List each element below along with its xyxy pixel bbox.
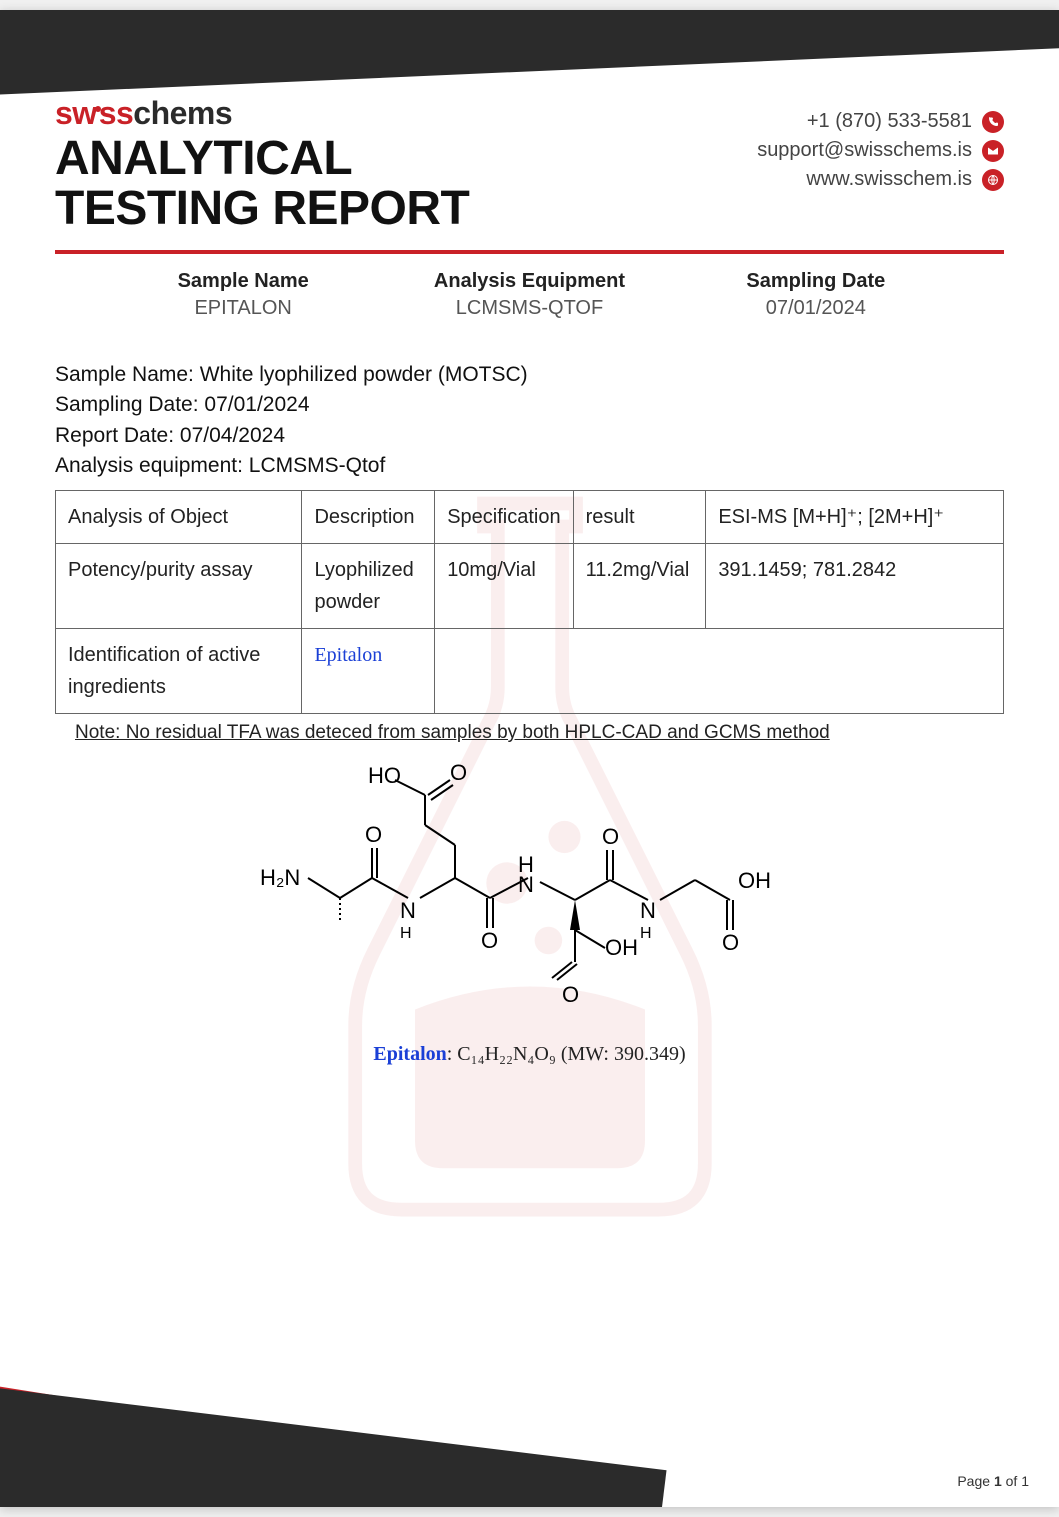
details-line2: Sampling Date: 07/01/2024 [55,390,1004,420]
summary-date-value: 07/01/2024 [673,297,959,320]
svg-text:O: O [365,822,382,847]
table-row: Identification of active ingredients Epi… [56,629,1004,714]
contact-web: www.swisschem.is [806,168,972,191]
page-prefix: Page [957,1473,994,1489]
svg-text:OH: OH [738,868,771,893]
tfa-note: Note: No residual TFA was deteced from s… [75,722,1004,744]
svg-text:N: N [518,872,534,897]
analysis-table: Analysis of Object Description Specifica… [55,490,1004,714]
summary-date: Sampling Date 07/01/2024 [673,270,959,320]
td-r1c3: 10mg/Vial [435,544,573,629]
td-r1c4: 11.2mg/Vial [573,544,706,629]
contact-phone-row: +1 (870) 533-5581 [757,110,1004,133]
formula-label: Epitalon: C₁₄H₂₂N₄O₉ (MW: 390.349) [250,1043,810,1066]
page-total: 1 [1021,1473,1029,1489]
th-object: Analysis of Object [56,491,302,544]
svg-text:N: N [400,898,416,923]
details-line3: Report Date: 07/04/2024 [55,421,1004,451]
brand-part2: ss [99,95,134,131]
summary-row: Sample Name EPITALON Analysis Equipment … [100,270,959,320]
td-r1c1: Potency/purity assay [56,544,302,629]
svg-text:O: O [450,760,467,785]
contact-block: +1 (870) 533-5581 support@swisschems.is … [757,110,1004,197]
td-r2c2-epitalon: Epitalon [302,629,435,714]
summary-sample-label: Sample Name [100,270,386,293]
svg-text:O: O [562,982,579,1007]
header-rule [55,250,1004,254]
structure-block: H₂N O N H HO O [250,750,810,1066]
td-r1c5: 391.1459; 781.2842 [706,544,1004,629]
td-r2c1: Identification of active ingredients [56,629,302,714]
analysis-table-wrap: Analysis of Object Description Specifica… [55,490,1004,744]
report-page: swsschems ANALYTICAL TESTING REPORT +1 (… [0,10,1059,1507]
formula-text: : C₁₄H₂₂N₄O₉ (MW: 390.349) [447,1043,686,1065]
page-number: Page 1 of 1 [957,1473,1029,1489]
th-description: Description [302,491,435,544]
th-result: result [573,491,706,544]
page-current: 1 [994,1473,1002,1489]
table-header-row: Analysis of Object Description Specifica… [56,491,1004,544]
summary-date-label: Sampling Date [673,270,959,293]
contact-web-row: www.swisschem.is [757,168,1004,191]
summary-equipment-label: Analysis Equipment [386,270,672,293]
summary-sample-value: EPITALON [100,297,386,320]
header-block: swsschems ANALYTICAL TESTING REPORT +1 (… [55,95,1004,235]
svg-text:H: H [640,925,652,942]
details-line1: Sample Name: White lyophilized powder (M… [55,360,1004,390]
summary-sample: Sample Name EPITALON [100,270,386,320]
svg-text:O: O [602,824,619,849]
svg-text:N: N [640,898,656,923]
summary-equipment: Analysis Equipment LCMSMS-QTOF [386,270,672,320]
globe-icon [982,169,1004,191]
svg-text:O: O [481,928,498,953]
details-line4: Analysis equipment: LCMSMS-Qtof [55,451,1004,481]
th-specification: Specification [435,491,573,544]
contact-phone: +1 (870) 533-5581 [807,110,972,133]
th-esims: ESI-MS [M+H]⁺; [2M+H]⁺ [706,491,1004,544]
td-r2-empty [435,629,1004,714]
summary-equipment-value: LCMSMS-QTOF [386,297,672,320]
contact-email: support@swisschems.is [757,139,972,162]
table-row: Potency/purity assay Lyophilized powder … [56,544,1004,629]
svg-text:OH: OH [605,935,638,960]
decor-bottom-dark [0,1385,667,1507]
brand-part1: sw [55,95,97,131]
molecule-structure-icon: H₂N O N H HO O [250,750,810,1020]
decor-top-dark [0,10,1059,96]
svg-text:H: H [400,925,412,942]
svg-text:O: O [722,930,739,955]
phone-icon [982,111,1004,133]
mail-icon [982,140,1004,162]
svg-text:H₂N: H₂N [260,865,300,890]
formula-name: Epitalon [373,1043,446,1065]
contact-email-row: support@swisschems.is [757,139,1004,162]
details-block: Sample Name: White lyophilized powder (M… [55,360,1004,482]
page-of: of [1002,1473,1021,1489]
svg-text:HO: HO [368,763,401,788]
td-r1c2: Lyophilized powder [302,544,435,629]
brand-part3: chems [133,95,232,131]
